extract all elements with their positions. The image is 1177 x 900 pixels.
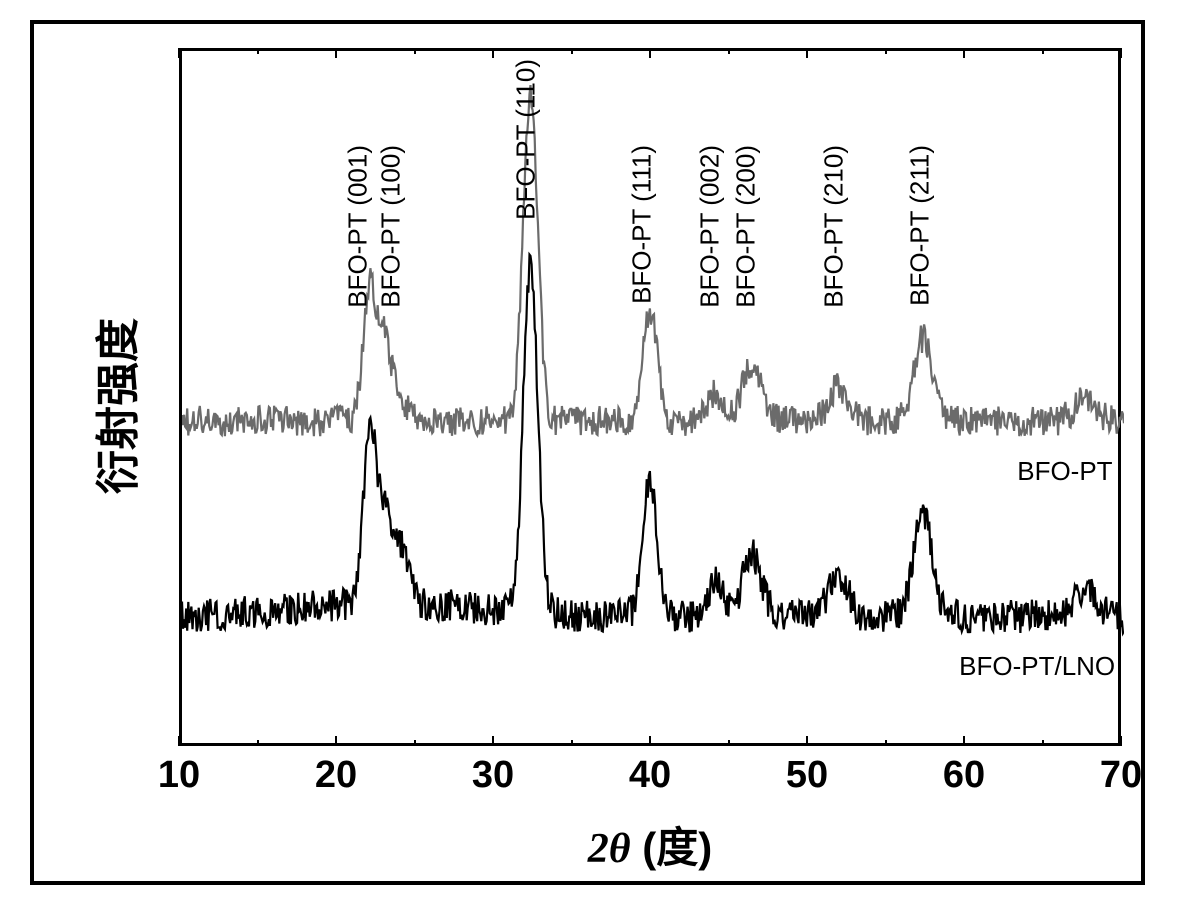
x-tick-major xyxy=(178,736,180,746)
x-tick-minor-top xyxy=(257,48,259,54)
peak-label: BFO-PT (211) xyxy=(904,145,935,306)
trace-label-bfo-pt: BFO-PT xyxy=(1017,456,1112,487)
x-tick-major-top xyxy=(806,48,808,58)
x-tick-label: 10 xyxy=(158,754,200,797)
x-tick-minor xyxy=(414,740,416,746)
peak-label: BFO-PT (210) xyxy=(818,145,849,308)
x-tick-label: 60 xyxy=(943,754,985,797)
peak-label: BFO-PT (200) xyxy=(730,145,761,308)
plot-area: BFO-PT BFO-PT/LNO BFO-PT (001)BFO-PT (100)… xyxy=(179,48,1121,746)
x-tick-major xyxy=(1120,736,1122,746)
x-tick-minor xyxy=(257,740,259,746)
x-tick-minor-top xyxy=(571,48,573,54)
trace-label-bfo-pt-lno: BFO-PT/LNO xyxy=(959,651,1115,682)
x-tick-label: 50 xyxy=(786,754,828,797)
x-axis-title: 2θ (度) xyxy=(179,814,1121,875)
x-tick-major xyxy=(335,736,337,746)
x-tick-major-top xyxy=(1120,48,1122,58)
trace-bfo-pt-lno xyxy=(182,255,1124,633)
x-tick-major xyxy=(806,736,808,746)
peak-label: BFO-PT (110) xyxy=(510,59,541,220)
x-tick-label: 30 xyxy=(472,754,514,797)
x-tick-major-top xyxy=(178,48,180,58)
x-tick-minor-top xyxy=(1042,48,1044,54)
x-tick-label: 70 xyxy=(1100,754,1142,797)
peak-label: BFO-PT (111) xyxy=(627,145,658,304)
x-tick-minor xyxy=(571,740,573,746)
x-tick-minor-top xyxy=(885,48,887,54)
x-tick-minor xyxy=(1042,740,1044,746)
peak-label: BFO-PT (100) xyxy=(375,145,406,308)
x-tick-major-top xyxy=(492,48,494,58)
x-tick-minor-top xyxy=(414,48,416,54)
x-tick-major xyxy=(963,736,965,746)
x-tick-major-top xyxy=(963,48,965,58)
y-axis-title: 衍射强度 xyxy=(82,306,146,506)
peak-label: BFO-PT (002) xyxy=(694,145,725,308)
figure-frame: 衍射强度 BFO-PTBFO-PT/LNOBFO-PT (001)BFO-PT … xyxy=(30,20,1145,885)
x-tick-minor xyxy=(728,740,730,746)
x-tick-label: 40 xyxy=(629,754,671,797)
x-tick-major xyxy=(492,736,494,746)
peak-label: BFO-PT (001) xyxy=(342,145,373,308)
x-tick-minor-top xyxy=(728,48,730,54)
x-tick-major-top xyxy=(335,48,337,58)
x-tick-major xyxy=(649,736,651,746)
x-tick-label: 20 xyxy=(315,754,357,797)
x-tick-minor xyxy=(885,740,887,746)
x-tick-major-top xyxy=(649,48,651,58)
